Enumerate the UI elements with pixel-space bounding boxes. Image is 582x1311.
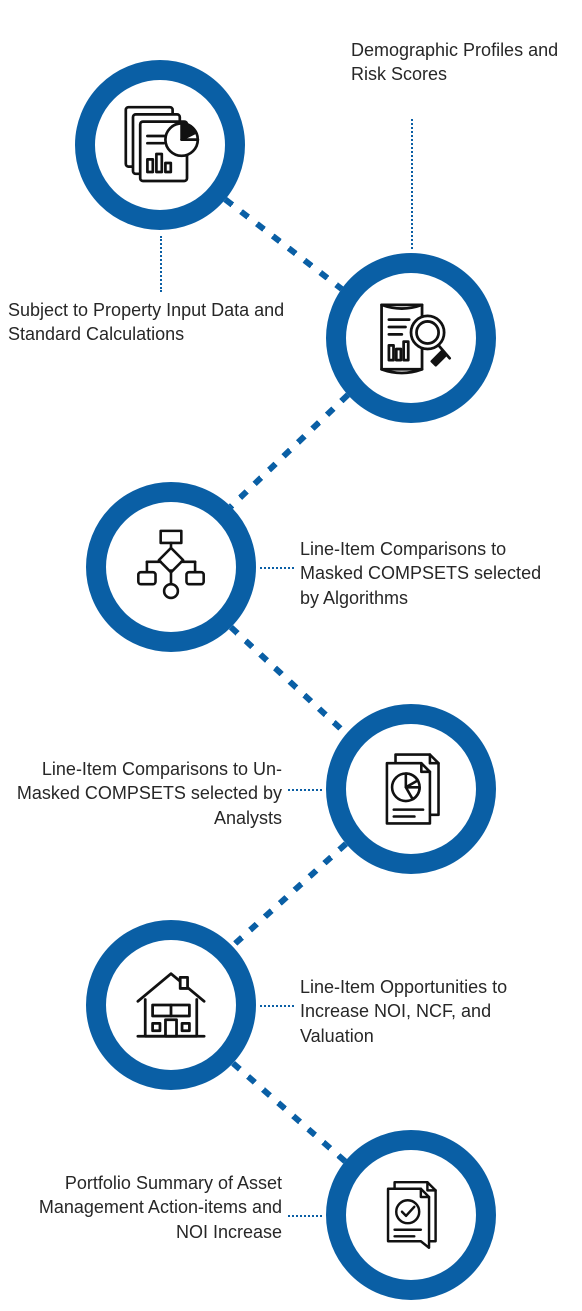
step-node-masked-compsets <box>86 482 256 652</box>
dotted-leader-1 <box>160 236 162 292</box>
step-label-input-data: Subject to Property Input Data and Stand… <box>8 298 288 347</box>
connector-3-4 <box>229 625 348 736</box>
step-label-opportunities: Line-Item Opportunities to Increase NOI,… <box>300 975 550 1048</box>
step-label-portfolio-summary: Portfolio Summary of Asset Management Ac… <box>30 1171 282 1244</box>
reports-pie-icon <box>115 100 205 190</box>
house-icon <box>125 959 217 1051</box>
dotted-leader-4 <box>288 789 322 791</box>
doc-check-icon <box>370 1174 452 1256</box>
connector-5-6 <box>231 1061 347 1164</box>
flowchart-icon <box>128 524 214 610</box>
dotted-leader-5 <box>260 1005 294 1007</box>
step-node-unmasked-compsets <box>326 704 496 874</box>
step-node-demographic <box>326 253 496 423</box>
step-node-input-data <box>75 60 245 230</box>
step-label-demographic: Demographic Profiles and Risk Scores <box>351 38 571 87</box>
connector-4-5 <box>230 841 348 948</box>
dotted-leader-2 <box>411 119 413 249</box>
step-node-opportunities <box>86 920 256 1090</box>
dotted-leader-6 <box>288 1215 322 1217</box>
connector-1-2 <box>224 197 344 291</box>
step-node-portfolio-summary <box>326 1130 496 1300</box>
step-label-masked-compsets: Line-Item Comparisons to Masked COMPSETS… <box>300 537 560 610</box>
doc-magnifier-icon <box>365 292 457 384</box>
step-label-unmasked-compsets: Line-Item Comparisons to Un-Masked COMPS… <box>16 757 282 830</box>
connector-2-3 <box>228 392 349 508</box>
docs-pie-icon <box>368 746 454 832</box>
dotted-leader-3 <box>260 567 294 569</box>
